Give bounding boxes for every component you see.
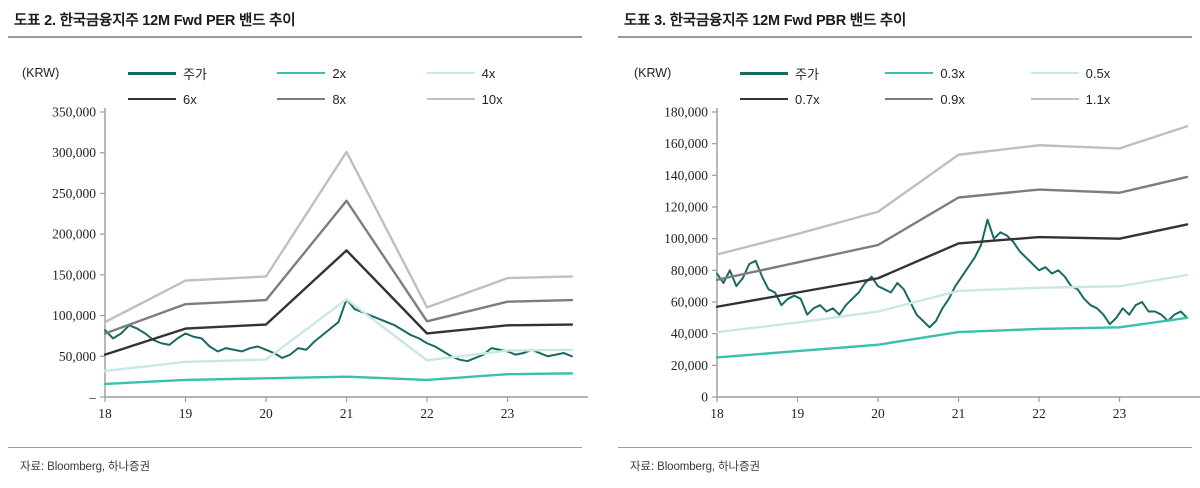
x-tick-label: 19 [179,406,193,421]
chart-series-line [715,273,1189,334]
legend-swatch-icon [740,71,788,75]
y-tick-label: 120,000 [664,200,708,215]
y-tick-label: 250,000 [52,186,96,201]
legend-swatch-icon [426,72,475,74]
y-tick-label: 140,000 [664,168,708,183]
chart-series-line [103,249,574,356]
x-tick-label: 23 [1113,406,1127,421]
chart-plot-pbr: 0 20,000 40,000 60,000 80,000 100,000 120,000 1… [600,96,1200,426]
chart-series-line [715,175,1189,282]
legend-swatch-icon [128,71,176,75]
chart-series-line [103,199,574,335]
y-tick-label: 40,000 [671,326,708,341]
y-tick-label: 200,000 [52,227,96,242]
chart-series-line [715,125,1189,256]
y-axis-unit-per: (KRW) [22,66,60,80]
y-tick-label: 100,000 [52,308,96,323]
x-tick-label: 22 [1032,406,1046,421]
source-divider-per [8,447,582,448]
x-tick-label: 20 [259,406,273,421]
legend-swatch-icon [885,72,934,74]
chart-series-line [103,298,574,373]
y-tick-label: 0 [701,390,708,405]
legend-label: 주가 [795,66,819,82]
source-note-pbr: 자료: Bloomberg, 하나증권 [630,461,760,473]
legend-item: 주가 [740,64,885,83]
chart-plot-per: – 50,000 100,000 150,000 200,000 250,000 300,0… [0,96,600,426]
title-divider-per [8,36,582,38]
chart-series-line [715,316,1189,359]
y-tick-label: 80,000 [671,263,708,278]
x-tick-label: 21 [340,406,354,421]
chart-series-line [104,298,573,363]
x-tick-label: 23 [501,406,515,421]
legend-item: 주가 [128,64,277,83]
y-tick-label: 100,000 [664,231,708,246]
legend-label: 주가 [183,66,207,82]
chart-series-line [103,150,574,324]
y-axis-unit-pbr: (KRW) [634,66,672,80]
page-title-pbr: 도표 3. 한국금융지주 12M Fwd PBR 밴드 추이 [624,13,907,29]
x-tick-label: 20 [871,406,885,421]
y-tick-label: 150,000 [52,267,96,282]
legend-label: 4x [481,65,496,81]
line-chart-pbr: 0 20,000 40,000 60,000 80,000 100,000 120,000 1… [664,105,1200,421]
y-tick-label: 180,000 [664,105,708,120]
source-divider-pbr [618,447,1192,448]
legend-item: 2x [277,66,426,81]
legend-label: 0.5x [1085,65,1111,81]
chart-panel-pbr: 도표 3. 한국금융지주 12M Fwd PBR 밴드 추이 (KRW) 주가 0… [600,0,1200,488]
x-tick-label: 18 [710,406,724,421]
chart-series-line [715,223,1189,308]
x-tick-label: 18 [98,406,112,421]
legend-item: 4x [426,65,576,81]
y-tick-label: 300,000 [52,145,96,160]
y-tick-label: 50,000 [59,349,96,364]
line-chart-per: – 50,000 100,000 150,000 200,000 250,000 300,0… [52,105,588,421]
legend-item: 0.3x [885,66,1030,81]
legend-label: 2x [332,65,347,81]
x-tick-label: 19 [791,406,805,421]
y-tick-label: 160,000 [664,136,708,151]
legend-swatch-icon [1030,72,1079,74]
y-tick-label: 350,000 [52,105,96,120]
chart-panel-per: 도표 2. 한국금융지주 12M Fwd PER 밴드 추이 (KRW) 주가 2… [0,13,600,473]
title-divider-pbr [618,36,1192,38]
source-note-per: 자료: Bloomberg, 하나증권 [20,461,150,473]
chart-series-line [103,372,574,386]
page-title-per: 도표 2. 한국금융지주 12M Fwd PER 밴드 추이 [14,13,296,29]
y-tick-label: 20,000 [671,358,708,373]
legend-swatch-icon [277,72,326,74]
y-tick-label: – [88,390,96,405]
x-tick-label: 21 [952,406,966,421]
legend-item: 0.5x [1030,65,1176,81]
y-tick-label: 60,000 [671,295,708,310]
legend-label: 0.3x [940,65,965,81]
x-tick-label: 22 [420,406,434,421]
